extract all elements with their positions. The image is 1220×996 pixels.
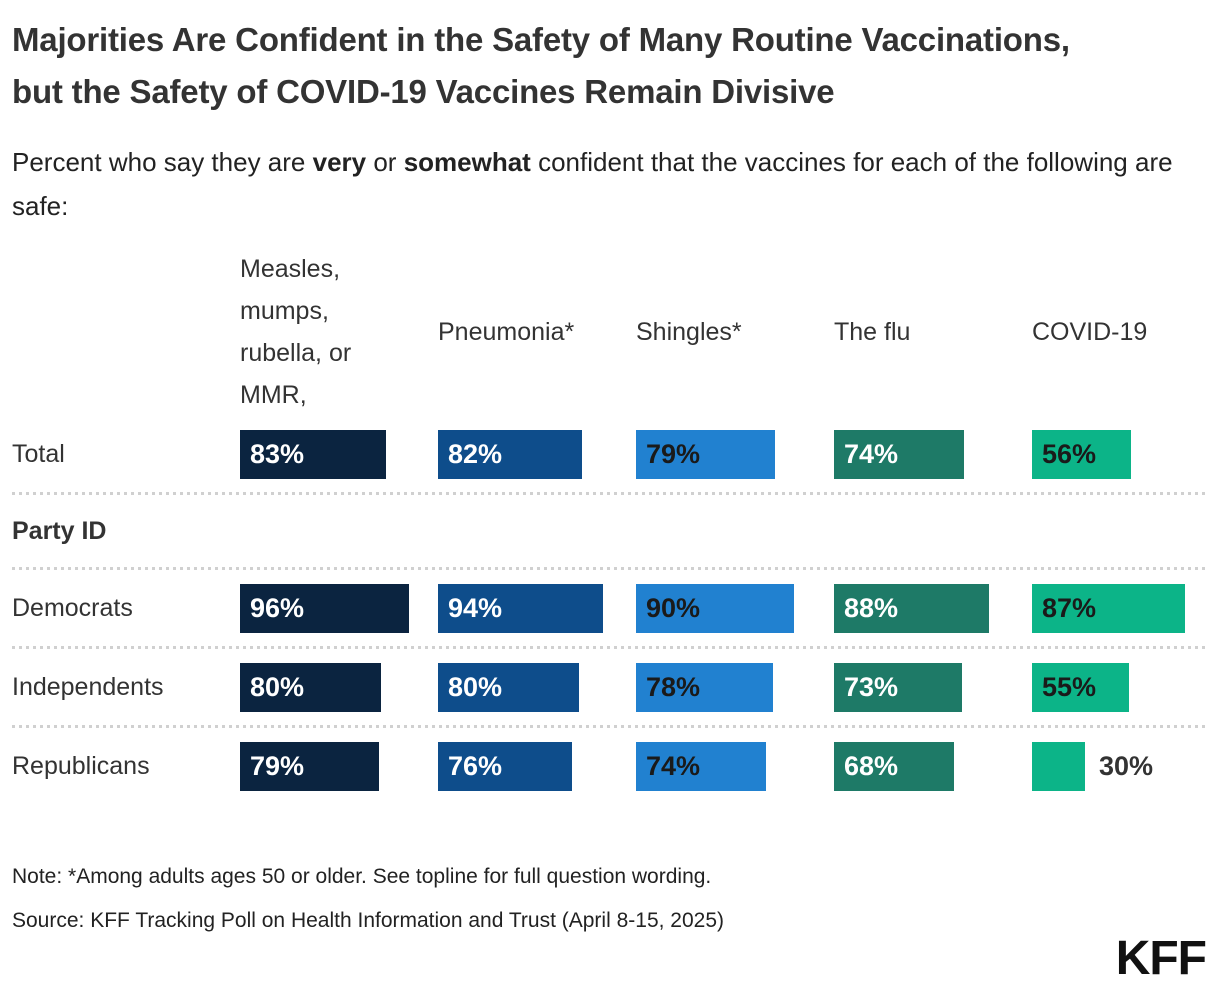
bar-lane: 74%: [834, 429, 1032, 479]
bar: 68%: [834, 741, 954, 791]
bar-value-label: 78%: [646, 671, 701, 702]
bar: 88%: [834, 583, 989, 633]
subtitle-bold-very: very: [312, 147, 367, 177]
bar-value-label: 79%: [646, 438, 701, 469]
bar-lane: 30%: [1032, 741, 1208, 791]
bar-lane: 96%: [240, 583, 438, 633]
bar-value-label: 88%: [844, 592, 899, 623]
row-separator: [12, 567, 1208, 570]
bar-value-label: 82%: [448, 438, 503, 469]
kff-logo: KFF: [1115, 932, 1207, 985]
row-label: Total: [12, 439, 65, 468]
bar-lane: 80%: [438, 662, 636, 712]
column-header: The flu: [834, 318, 911, 346]
table-row: Republicans 79% 76% 74% 68% 30%: [12, 728, 1208, 804]
table-row: Democrats 96% 94% 90% 88% 87%: [12, 570, 1208, 646]
bar: 73%: [834, 662, 962, 712]
section-header: Party ID: [12, 516, 107, 545]
bar-value-label: 87%: [1042, 592, 1097, 623]
bar-value-label: 94%: [448, 592, 503, 623]
bar: 79%: [636, 429, 775, 479]
subtitle-text-2: or: [366, 147, 404, 177]
row-label: Republicans: [12, 751, 150, 780]
column-header: Pneumonia*: [438, 318, 575, 346]
bar: 78%: [636, 662, 773, 712]
bar: 74%: [834, 429, 964, 479]
section-header-row: Party ID: [12, 495, 1208, 567]
column-header-cell: The flu: [834, 311, 1032, 353]
bar-lane: 76%: [438, 741, 636, 791]
chart-subtitle: Percent who say they are very or somewha…: [12, 140, 1208, 228]
column-header: Measles, mumps, rubella, or MMR,: [240, 255, 352, 409]
source-text: Source: KFF Tracking Poll on Health Info…: [12, 909, 725, 932]
bar: 94%: [438, 583, 603, 633]
bar: 87%: [1032, 583, 1185, 633]
column-header-cell: Measles, mumps, rubella, or MMR,: [240, 248, 438, 416]
bar-lane: 68%: [834, 741, 1032, 791]
bar: 55%: [1032, 662, 1129, 712]
table-row: Total 83% 82% 79% 74% 56%: [12, 416, 1208, 492]
bar-value-label: 80%: [250, 671, 305, 702]
subtitle-bold-somewhat: somewhat: [403, 147, 531, 177]
bar-lane: 55%: [1032, 662, 1208, 712]
bar: 90%: [636, 583, 794, 633]
row-label: Independents: [12, 672, 164, 701]
bar: 79%: [240, 741, 379, 791]
bar-value-label: 55%: [1042, 671, 1097, 702]
bar-value-label: 76%: [448, 750, 503, 781]
bar-lane: 87%: [1032, 583, 1208, 633]
bar-lane: 79%: [636, 429, 834, 479]
bar: 82%: [438, 429, 582, 479]
bar-value-label: 74%: [646, 750, 701, 781]
bar-lane: 79%: [240, 741, 438, 791]
bar-value-label: 83%: [250, 438, 305, 469]
bar-lane: 83%: [240, 429, 438, 479]
subtitle-text-3: confident that the vaccines for each of …: [12, 147, 1173, 221]
bar: 96%: [240, 583, 409, 633]
bar-value-label: 80%: [448, 671, 503, 702]
bar-lane: 56%: [1032, 429, 1208, 479]
column-header: COVID-19: [1032, 318, 1148, 346]
bar-value-label: 74%: [844, 438, 899, 469]
column-header-row: Measles, mumps, rubella, or MMR, Pneumoni…: [12, 248, 1208, 416]
bar: 83%: [240, 429, 386, 479]
chart: Measles, mumps, rubella, or MMR, Pneumoni…: [12, 248, 1208, 804]
subtitle-text-1: Percent who say they are: [12, 147, 313, 177]
bar-value-label: 90%: [646, 592, 701, 623]
note-text: Note: *Among adults ages 50 or older. Se…: [12, 865, 712, 888]
bar: 56%: [1032, 429, 1131, 479]
bar: [1032, 741, 1085, 791]
bar-lane: 82%: [438, 429, 636, 479]
row-separator: [12, 725, 1208, 728]
bar-lane: 74%: [636, 741, 834, 791]
row-label: Democrats: [12, 593, 133, 622]
bar-lane: 78%: [636, 662, 834, 712]
row-separator: [12, 492, 1208, 495]
bar: 76%: [438, 741, 572, 791]
table-row: Independents 80% 80% 78% 73% 55%: [12, 649, 1208, 725]
bar-value-label: 96%: [250, 592, 305, 623]
bar-value-label: 30%: [1099, 750, 1154, 781]
bar: 74%: [636, 741, 766, 791]
column-header: Shingles*: [636, 318, 742, 346]
row-separator: [12, 646, 1208, 649]
bar-lane: 94%: [438, 583, 636, 633]
column-header-cell: Shingles*: [636, 311, 834, 353]
bar-lane: 90%: [636, 583, 834, 633]
bar-value-label: 68%: [844, 750, 899, 781]
column-header-cell: COVID-19: [1032, 311, 1208, 353]
bar-value-label: 56%: [1042, 438, 1097, 469]
bar-lane: 88%: [834, 583, 1032, 633]
bar: 80%: [438, 662, 579, 712]
bar: 80%: [240, 662, 381, 712]
bar-lane: 73%: [834, 662, 1032, 712]
bar-value-label: 73%: [844, 671, 899, 702]
bar-value-label: 79%: [250, 750, 305, 781]
column-header-cell: Pneumonia*: [438, 311, 636, 353]
bar-lane: 80%: [240, 662, 438, 712]
chart-title: Majorities Are Confident in the Safety o…: [12, 21, 1070, 110]
